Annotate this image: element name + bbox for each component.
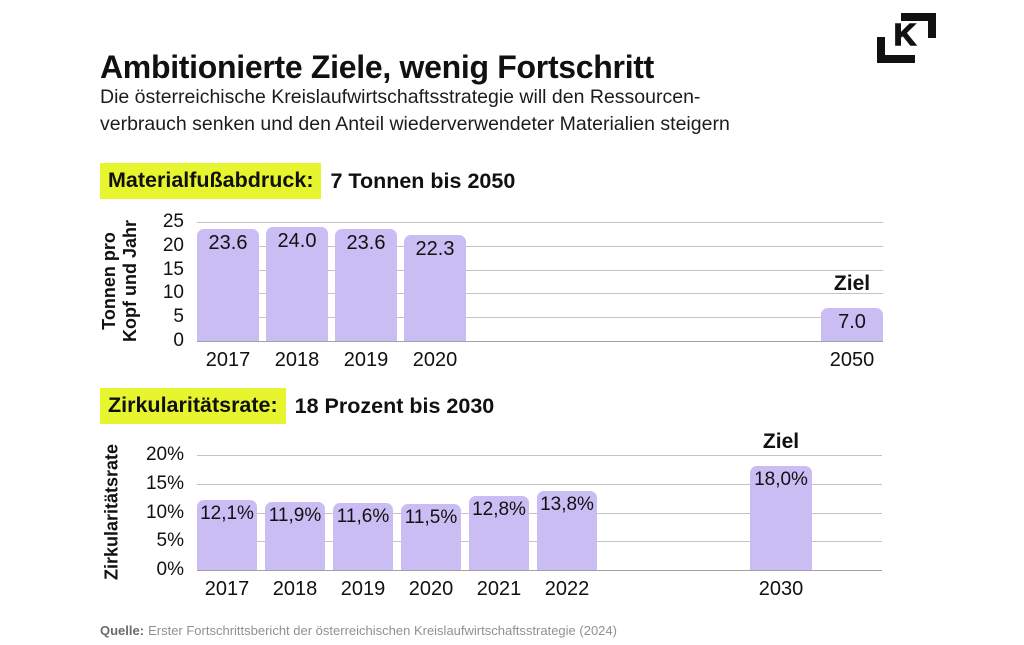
gridline <box>197 246 883 247</box>
chart1-heading: Materialfußabdruck: 7 Tonnen bis 2050 <box>100 163 515 199</box>
bar-value-label: 11,6% <box>336 506 390 527</box>
bar-value-label: 11,9% <box>268 505 322 526</box>
bar: 12,8% <box>469 496 529 570</box>
bar: 11,9% <box>265 502 325 570</box>
y-tick-label: 0% <box>156 559 184 580</box>
x-tick-label: 2019 <box>343 349 389 371</box>
page-subtitle: Die österreichische Kreislaufwirtschafts… <box>100 84 730 138</box>
bar-value-label: 23.6 <box>208 232 248 254</box>
chart1-plot: 23.6 2017 24.0 2018 23.6 2019 22.3 2020 7.0 2050 Z… <box>197 222 883 371</box>
x-tick-label: 2018 <box>274 349 320 371</box>
x-tick-label: 2021 <box>476 578 522 600</box>
bar-value-label: 18,0% <box>754 469 808 490</box>
x-tick-label: 2020 <box>408 578 454 600</box>
logo-top-right-bracket <box>901 13 936 38</box>
gridline <box>197 317 883 318</box>
y-tick-label: 15 <box>162 259 184 280</box>
chart2-heading-rest: 18 Prozent bis 2030 <box>294 393 495 418</box>
goal-label: Ziel <box>833 272 871 295</box>
x-tick-label: 2022 <box>544 578 590 600</box>
gridline <box>197 222 883 223</box>
x-tick-label: 2030 <box>758 578 804 600</box>
x-tick-label: 2017 <box>204 578 250 600</box>
x-tick-label: 2017 <box>205 349 251 371</box>
chart1-heading-rest: 7 Tonnen bis 2050 <box>330 168 516 193</box>
bar: 18,0% <box>750 466 812 570</box>
bar-value-label: 24.0 <box>277 230 317 252</box>
bar: 24.0 <box>266 227 328 341</box>
gridline <box>197 270 883 271</box>
gridline <box>197 293 883 294</box>
bar: 23.6 <box>335 229 397 341</box>
chart1-yticks: 25 20 15 10 5 0 <box>120 211 184 351</box>
x-tick-label: 2019 <box>340 578 386 600</box>
chart1-heading-highlight: Materialfußabdruck: <box>100 163 322 199</box>
bar: 12,1% <box>197 500 257 570</box>
bar: 11,5% <box>401 504 461 570</box>
bar-value-label: 13,8% <box>540 494 594 515</box>
source-prefix: Quelle: <box>100 623 145 638</box>
chart2-yticks: 20% 15% 10% 5% 0% <box>120 444 184 580</box>
gridline <box>197 484 882 485</box>
y-tick-label: 20 <box>162 235 184 256</box>
y-tick-label: 10 <box>162 282 184 303</box>
goal-label: Ziel <box>762 430 800 453</box>
y-tick-label: 25 <box>162 211 184 232</box>
x-tick-label: 2020 <box>412 349 458 371</box>
x-tick-label: 2050 <box>829 349 875 371</box>
y-tick-label: 5% <box>156 530 184 551</box>
gridline <box>197 455 882 456</box>
bar-value-label: 22.3 <box>415 238 455 260</box>
bar-value-label: 23.6 <box>346 232 386 254</box>
page-subtitle-line2: verbrauch senken und den Anteil wiederve… <box>100 113 730 135</box>
bar: 13,8% <box>537 491 597 570</box>
y-tick-label: 15% <box>145 473 184 494</box>
bar-value-label: 12,8% <box>472 499 526 520</box>
bar: 7.0 <box>821 308 883 341</box>
bar: 11,6% <box>333 503 393 570</box>
y-tick-label: 20% <box>145 444 184 465</box>
chart2-plot: 12,1% 2017 11,9% 2018 11,6% 2019 11,5% 2020 12,8… <box>197 430 882 600</box>
y-tick-label: 0 <box>173 330 184 351</box>
bar-value-label: 11,5% <box>404 507 458 528</box>
y-tick-label: 5 <box>173 306 184 327</box>
chart1-y-axis-title-line1: Tonnen pro <box>99 232 119 330</box>
bar: 22.3 <box>404 235 466 341</box>
x-tick-label: 2018 <box>272 578 318 600</box>
gridline <box>197 341 883 342</box>
source-line: Quelle: Erster Fortschrittsbericht der ös… <box>100 623 617 638</box>
page-title: Ambitionierte Ziele, wenig Fortschritt <box>100 49 654 86</box>
kontrast-logo-icon: K <box>877 13 936 63</box>
chart2-heading-highlight: Zirkularitätsrate: <box>100 388 286 424</box>
gridline <box>197 570 882 571</box>
bar-value-label: 12,1% <box>200 503 254 524</box>
bar-value-label: 7.0 <box>838 311 866 333</box>
bar: 23.6 <box>197 229 259 341</box>
chart2-heading: Zirkularitätsrate: 18 Prozent bis 2030 <box>100 388 494 424</box>
logo-letter: K <box>894 17 917 52</box>
page-subtitle-line1: Die österreichische Kreislaufwirtschafts… <box>100 86 701 108</box>
source-text: Erster Fortschrittsbericht der österreic… <box>148 623 617 638</box>
logo-bottom-left-bracket <box>877 37 915 63</box>
y-tick-label: 10% <box>145 502 184 523</box>
